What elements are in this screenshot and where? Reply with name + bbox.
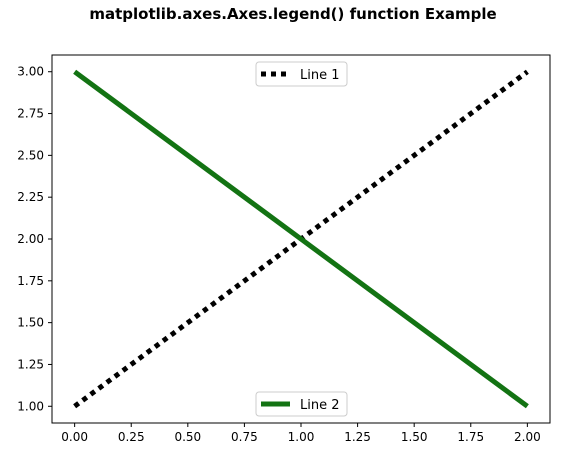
x-tick-label: 0.75 (231, 430, 258, 444)
series-line-2 (73, 69, 529, 409)
y-tick-label: 2.25 (17, 190, 44, 204)
y-tick-label: 2.50 (17, 148, 44, 162)
x-tick-label: 1.50 (401, 430, 428, 444)
y-tick-label: 2.00 (17, 232, 44, 246)
x-tick-label: 0.00 (61, 430, 88, 444)
legend-line-2: Line 2 (255, 391, 348, 417)
y-tick-label: 1.00 (17, 399, 44, 413)
legend-label-line-1: Line 1 (300, 68, 340, 83)
x-tick-label: 2.00 (514, 430, 541, 444)
y-tick-label: 1.75 (17, 274, 44, 288)
y-axis: 1.00 1.25 1.50 1.75 2.00 2.25 2.50 2.75 3.00 (17, 65, 52, 413)
y-tick-label: 3.00 (17, 65, 44, 79)
legend-label-line-2: Line 2 (300, 398, 340, 413)
y-tick-label: 1.50 (17, 316, 44, 330)
x-axis: 0.00 0.25 0.50 0.75 1.00 1.25 1.50 1.75 2.00 (61, 423, 541, 444)
x-tick-label: 0.50 (174, 430, 201, 444)
legend-box (255, 61, 348, 87)
x-tick-label: 1.00 (288, 430, 315, 444)
x-tick-label: 1.25 (344, 430, 371, 444)
x-tick-label: 1.75 (457, 430, 484, 444)
legend-box (255, 391, 348, 417)
x-tick-label: 0.25 (118, 430, 145, 444)
chart-title: matplotlib.axes.Axes.legend() function E… (89, 5, 496, 23)
legend-line-1: Line 1 (255, 61, 348, 87)
y-tick-label: 1.25 (17, 357, 44, 371)
series-layer (73, 69, 529, 409)
y-tick-label: 2.75 (17, 107, 44, 121)
